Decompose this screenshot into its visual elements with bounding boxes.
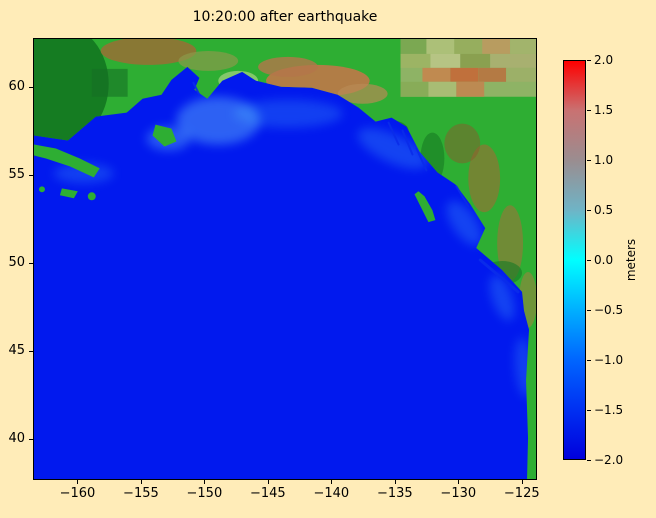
colorbar-tick-label: 1.5 [594, 103, 614, 117]
colorbar-label: meters [624, 238, 638, 282]
y-tick-label: 50 [8, 255, 25, 271]
y-tick-mark [29, 351, 33, 353]
map-plot-area [33, 38, 537, 480]
colorbar-tick-label: 0.5 [594, 203, 614, 217]
y-tick-mark [29, 263, 33, 265]
x-tick-label: −130 [440, 486, 477, 501]
y-tick-mark [29, 439, 33, 441]
small-island [87, 192, 96, 201]
small-island [38, 186, 45, 193]
colorbar-tick-mark [587, 60, 591, 61]
colorbar-tick-mark [587, 360, 591, 361]
colorbar-tick-label: −0.5 [594, 303, 624, 317]
x-tick-mark [204, 480, 206, 484]
colorbar-tick-mark [587, 460, 591, 461]
colorbar-tick-mark [587, 110, 591, 111]
y-tick-mark [29, 175, 33, 177]
tsunami-map [34, 39, 536, 479]
y-tick-label: 60 [8, 79, 25, 95]
x-tick-mark [394, 480, 396, 484]
fjords [192, 81, 520, 294]
x-tick-label: −135 [376, 486, 413, 501]
colorbar-tick-label: 1.0 [594, 153, 614, 167]
colorbar-tick-label: −1.5 [594, 403, 624, 417]
colorbar-gradient [563, 60, 586, 460]
y-tick-label: 45 [8, 343, 25, 359]
alaska-peninsula [34, 144, 100, 178]
x-tick-mark [267, 480, 269, 484]
colorbar-tick-label: −1.0 [594, 353, 624, 367]
colorbar-tick-label: 2.0 [594, 53, 614, 67]
aleutian-islet [59, 188, 78, 199]
plot-title: 10:20:00 after earthquake [192, 9, 378, 25]
colorbar-tick-label: 0.0 [594, 253, 614, 267]
colorbar-tick-label: −2.0 [594, 453, 624, 467]
x-tick-mark [140, 480, 142, 484]
x-tick-label: −160 [59, 486, 96, 501]
kodiak-island [152, 124, 177, 147]
y-tick-mark [29, 87, 33, 89]
x-tick-label: −140 [313, 486, 350, 501]
y-tick-label: 40 [8, 431, 25, 447]
x-tick-label: −150 [186, 486, 223, 501]
x-tick-mark [458, 480, 460, 484]
colorbar-tick-mark [587, 210, 591, 211]
colorbar-tick-mark [587, 310, 591, 311]
colorbar-tick-mark [587, 160, 591, 161]
y-tick-label: 55 [8, 167, 25, 183]
x-tick-label: −125 [503, 486, 540, 501]
colorbar-tick-mark [587, 260, 591, 261]
x-tick-mark [331, 480, 333, 484]
x-tick-label: −155 [123, 486, 159, 501]
x-tick-mark [77, 480, 79, 484]
x-tick-mark [521, 480, 523, 484]
x-tick-label: −145 [250, 486, 286, 501]
haida-gwaii [414, 191, 436, 223]
colorbar-tick-mark [587, 410, 591, 411]
